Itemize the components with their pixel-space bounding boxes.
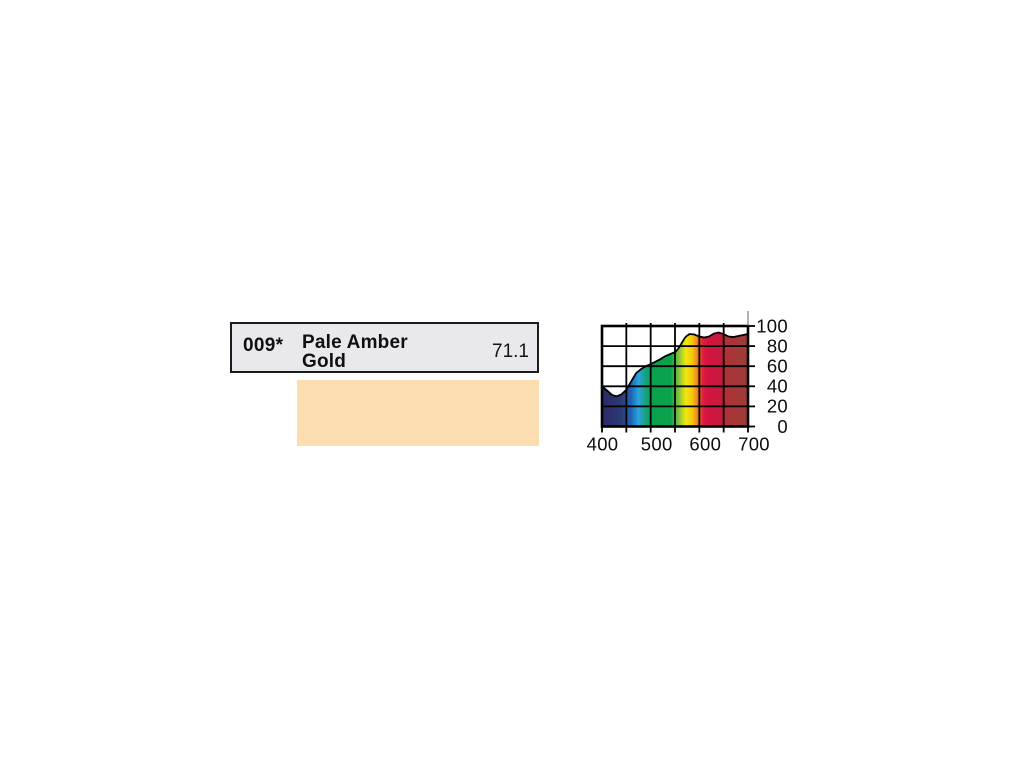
filter-code: 009*: [243, 335, 284, 356]
color-swatch: [297, 380, 539, 446]
svg-text:500: 500: [641, 433, 673, 454]
spectral-transmission-chart: 400 500 600 700 0 20 40 60 80 100: [585, 305, 800, 460]
chart-x-axis-labels: 400 500 600 700: [587, 433, 770, 454]
filter-name: Pale Amber Gold: [302, 333, 408, 371]
svg-text:80: 80: [767, 335, 788, 356]
svg-text:60: 60: [767, 356, 788, 377]
svg-text:600: 600: [689, 433, 721, 454]
chart-ticks: [601, 311, 755, 433]
svg-text:400: 400: [587, 433, 619, 454]
filter-header: 009* Pale Amber Gold 71.1: [230, 322, 539, 373]
svg-text:0: 0: [777, 416, 788, 437]
svg-text:700: 700: [738, 433, 770, 454]
svg-text:20: 20: [767, 396, 788, 417]
filter-name-line1: Pale Amber: [302, 332, 408, 353]
svg-text:100: 100: [756, 315, 788, 336]
chart-grid: [602, 323, 748, 427]
transmission-value: 71.1: [492, 341, 529, 362]
transmission-curve: [601, 331, 749, 398]
filter-name-line2: Gold: [302, 351, 347, 372]
svg-text:40: 40: [767, 376, 788, 397]
